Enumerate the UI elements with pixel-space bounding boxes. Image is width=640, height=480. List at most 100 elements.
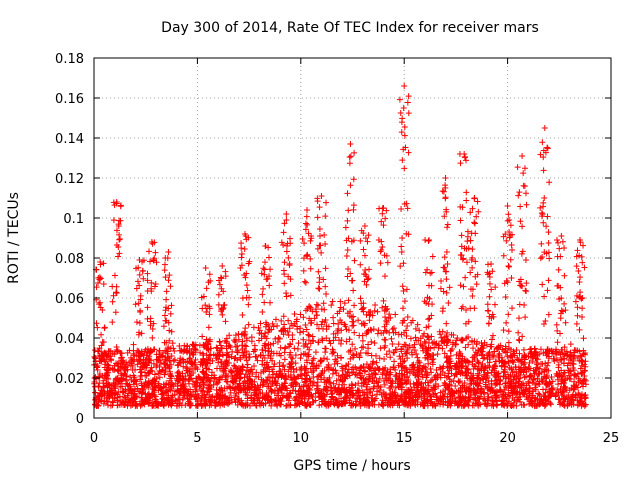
data-point (327, 340, 334, 347)
data-point (471, 195, 478, 201)
data-point (101, 325, 108, 332)
x-axis-label: GPS time / hours (293, 458, 410, 474)
data-point (355, 380, 362, 387)
data-point (444, 260, 451, 267)
y-tick-label: 0.16 (55, 92, 84, 107)
data-point (281, 356, 288, 363)
data-point (352, 345, 359, 352)
data-point (285, 317, 292, 324)
data-point (232, 392, 239, 399)
data-point (384, 259, 391, 266)
data-point (161, 312, 168, 319)
data-point (457, 282, 464, 289)
data-point (114, 402, 121, 409)
data-point (265, 374, 272, 381)
data-point (481, 371, 488, 378)
data-point (553, 321, 560, 328)
data-point (450, 377, 457, 384)
data-point (505, 339, 512, 346)
data-point (355, 393, 362, 400)
data-point (456, 395, 463, 402)
data-point (168, 302, 175, 309)
data-point (463, 157, 470, 164)
data-point (151, 371, 158, 378)
data-point (165, 277, 172, 284)
data-point (337, 298, 344, 305)
data-point (316, 242, 323, 249)
data-point (269, 368, 276, 375)
data-point (303, 382, 310, 389)
data-point (227, 389, 234, 396)
data-point (541, 293, 548, 300)
data-point (549, 378, 556, 385)
data-point (515, 192, 522, 199)
data-point (302, 279, 309, 286)
data-point (516, 301, 523, 308)
data-point (251, 342, 258, 349)
data-point (144, 304, 151, 311)
data-point (500, 252, 507, 259)
data-point (350, 206, 357, 213)
data-point (129, 402, 136, 409)
data-point (259, 291, 266, 298)
data-point (266, 254, 273, 261)
data-point (429, 301, 436, 308)
data-point (323, 290, 330, 297)
data-point (567, 341, 574, 348)
data-point (322, 283, 329, 290)
data-point (338, 327, 345, 334)
data-point (509, 305, 516, 312)
data-point (342, 224, 349, 231)
data-point (253, 369, 260, 376)
data-point (219, 263, 226, 269)
data-point (506, 217, 513, 224)
data-point (442, 175, 449, 181)
data-point (392, 311, 399, 318)
data-point (351, 329, 358, 336)
data-point (526, 385, 533, 392)
data-point (465, 341, 472, 348)
data-point (266, 282, 273, 289)
data-point (161, 261, 168, 268)
data-point (438, 277, 445, 284)
data-point (167, 283, 174, 290)
data-point (293, 402, 300, 409)
data-point (264, 394, 271, 401)
data-point (541, 195, 548, 202)
data-point (371, 339, 378, 346)
data-point (199, 350, 206, 357)
data-point (416, 327, 423, 334)
data-point (109, 319, 116, 326)
data-point (199, 379, 206, 386)
data-point (346, 160, 353, 167)
data-point (112, 309, 119, 316)
data-point (441, 372, 448, 379)
data-point (333, 377, 340, 384)
data-point (470, 345, 477, 352)
data-point (216, 338, 223, 345)
data-point (164, 388, 171, 395)
data-point (376, 205, 383, 212)
data-point (302, 226, 309, 233)
data-point (146, 248, 153, 255)
data-point (271, 361, 278, 368)
x-tick-labels: 0 5 10 15 20 25 (90, 431, 619, 446)
y-tick-label: 0.06 (55, 292, 84, 307)
data-point (472, 258, 479, 265)
data-point (131, 377, 138, 384)
data-point (177, 388, 184, 395)
data-point (281, 280, 288, 287)
data-point (94, 324, 101, 331)
data-point (558, 400, 565, 407)
data-point (445, 299, 452, 306)
data-point (324, 356, 331, 363)
data-point (545, 229, 552, 236)
data-point (457, 378, 464, 385)
data-point (545, 311, 552, 318)
data-point (458, 232, 465, 239)
data-point (297, 355, 304, 362)
data-point (359, 305, 366, 312)
data-point (248, 334, 255, 341)
data-point (508, 274, 515, 281)
data-point (314, 245, 321, 252)
